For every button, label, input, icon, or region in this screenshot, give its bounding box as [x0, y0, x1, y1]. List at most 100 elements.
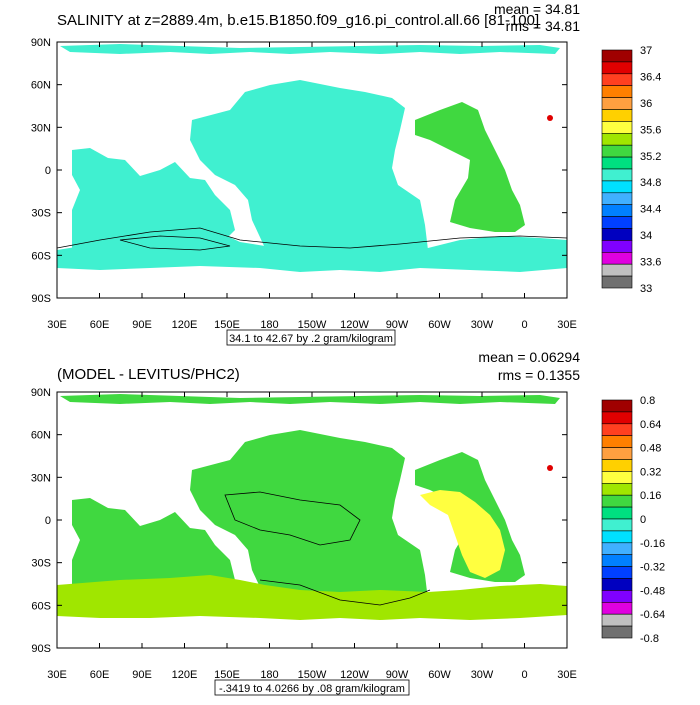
- colorbar-swatch: [601, 411, 633, 425]
- colorbar-swatch: [601, 625, 633, 639]
- lon-tick-label: 150E: [214, 319, 240, 331]
- colorbar-swatch: [601, 447, 633, 460]
- ocean-region-southern: [57, 228, 567, 272]
- colorbar-swatch: [601, 471, 633, 484]
- colorbar-swatch: [601, 144, 633, 158]
- colorbar: 37 36.4 36 35.6 35.2 34.8 34.4 34 33.6 33: [601, 45, 661, 295]
- map-axes: 90N 60N 30N 0 30S 60S 90S 30E 60E 90E 120E 150E 180 1…: [31, 37, 577, 331]
- colorbar-swatch: [601, 435, 633, 448]
- colorbar-label: -0.8: [640, 633, 659, 645]
- lat-tick-label: 60N: [31, 80, 51, 92]
- colorbar-swatch: [601, 263, 633, 277]
- map-axes: 90N 60N 30N 0 30S 60S 90S 30E 60E 90E 120E 150E 180 1…: [31, 387, 577, 681]
- lon-tick-label: 150E: [214, 669, 240, 681]
- rms-label: rms = 34.81: [506, 18, 581, 34]
- ocean-region-atlantic: [415, 102, 525, 232]
- colorbar-label: 37: [640, 45, 652, 57]
- lon-tick-label: 60E: [90, 319, 110, 331]
- colorbar-swatch: [601, 192, 633, 206]
- lat-tick-label: 60S: [31, 600, 51, 612]
- colorbar-swatch: [601, 85, 633, 98]
- ocean-region-atlantic-anomaly: [420, 490, 505, 578]
- mean-label: mean = 0.06294: [478, 349, 580, 365]
- lat-tick-label: 30N: [31, 122, 51, 134]
- lon-tick-label: 120W: [340, 669, 369, 681]
- colorbar-label: 34.4: [640, 204, 661, 216]
- lon-tick-label: 150W: [298, 669, 327, 681]
- lon-tick-label: 180: [260, 669, 278, 681]
- contour-line: [259, 579, 431, 606]
- lon-tick-label: 30E: [557, 319, 577, 331]
- colorbar-swatch: [601, 530, 633, 544]
- colorbar-label: 0.8: [640, 395, 655, 407]
- colorbar-swatch: [601, 613, 633, 627]
- lat-tick-label: 90S: [31, 293, 51, 305]
- lat-tick-label: 60S: [31, 250, 51, 262]
- lon-tick-label: 30E: [47, 669, 67, 681]
- lon-tick-label: 60W: [428, 319, 451, 331]
- colorbar-label: 34.8: [640, 177, 661, 189]
- range-label: -.3419 to 4.0266 by .08 gram/kilogram: [219, 683, 405, 695]
- lon-tick-label: 30E: [47, 319, 67, 331]
- mean-label: mean = 34.81: [494, 1, 580, 17]
- lon-tick-label: 120E: [172, 319, 198, 331]
- panel-difference: (MODEL - LEVITUS/PHC2) mean = 0.06294 rm…: [31, 349, 665, 696]
- lon-tick-label: 180: [260, 319, 278, 331]
- colorbar-swatch: [601, 61, 633, 75]
- colorbar-swatch: [601, 204, 633, 217]
- lon-tick-label: 60W: [428, 669, 451, 681]
- lon-tick-label: 90E: [132, 669, 152, 681]
- colorbar-swatch: [601, 494, 633, 508]
- colorbar-label: -0.48: [640, 585, 665, 597]
- colorbar: 0.8 0.64 0.48 0.32 0.16 0 -0.16 -0.32 -0.48 -0.64…: [601, 395, 665, 645]
- colorbar-swatch: [601, 49, 633, 63]
- colorbar-swatch: [601, 459, 633, 472]
- lat-tick-label: 30N: [31, 472, 51, 484]
- ocean-region-pacific: [190, 80, 428, 256]
- colorbar-label: -0.32: [640, 562, 665, 574]
- colorbar-label: 0.48: [640, 443, 661, 455]
- lat-tick-label: 90N: [31, 37, 51, 49]
- lon-tick-label: 150W: [298, 319, 327, 331]
- colorbar-label: 0: [640, 514, 646, 526]
- colorbar-swatch: [601, 423, 633, 436]
- range-label: 34.1 to 42.67 by .2 gram/kilogram: [229, 333, 393, 345]
- lon-tick-label: 90E: [132, 319, 152, 331]
- lat-tick-label: 90N: [31, 387, 51, 399]
- lat-tick-label: 60N: [31, 430, 51, 442]
- colorbar-label: 36.4: [640, 71, 661, 83]
- map-plot: [56, 41, 568, 299]
- ocean-region-pacific: [190, 430, 428, 606]
- lon-tick-label: 0: [521, 669, 527, 681]
- lon-tick-label: 60E: [90, 669, 110, 681]
- colorbar-swatch: [601, 240, 633, 253]
- colorbar-label: 33: [640, 283, 652, 295]
- colorbar-label: 35.6: [640, 124, 661, 136]
- colorbar-label: 34: [640, 230, 652, 242]
- colorbar-swatch: [601, 168, 633, 182]
- panel-salinity: SALINITY at z=2889.4m, b.e15.B1850.f09_g…: [31, 1, 661, 346]
- ocean-region-indian: [72, 148, 235, 250]
- lat-tick-label: 0: [45, 165, 51, 177]
- high-anomaly-spot: [547, 465, 553, 471]
- colorbar-swatch: [601, 482, 633, 496]
- rms-label: rms = 0.1355: [498, 367, 580, 383]
- colorbar-label: -0.64: [640, 609, 665, 621]
- colorbar-label: 35.2: [640, 151, 661, 163]
- lat-tick-label: 90S: [31, 643, 51, 655]
- lon-tick-label: 30E: [557, 669, 577, 681]
- range-label-box: [226, 329, 396, 346]
- colorbar-swatch: [601, 97, 633, 110]
- lon-tick-label: 120W: [340, 319, 369, 331]
- colorbar-swatch: [601, 228, 633, 241]
- colorbar-label: 33.6: [640, 257, 661, 269]
- lon-tick-label: 120E: [172, 669, 198, 681]
- contour-line: [56, 227, 568, 249]
- colorbar-swatch: [601, 578, 633, 591]
- lon-tick-label: 0: [521, 319, 527, 331]
- panel-title: SALINITY at z=2889.4m, b.e15.B1850.f09_g…: [57, 12, 539, 29]
- colorbar-swatch: [601, 566, 633, 579]
- colorbar-swatch: [601, 156, 633, 170]
